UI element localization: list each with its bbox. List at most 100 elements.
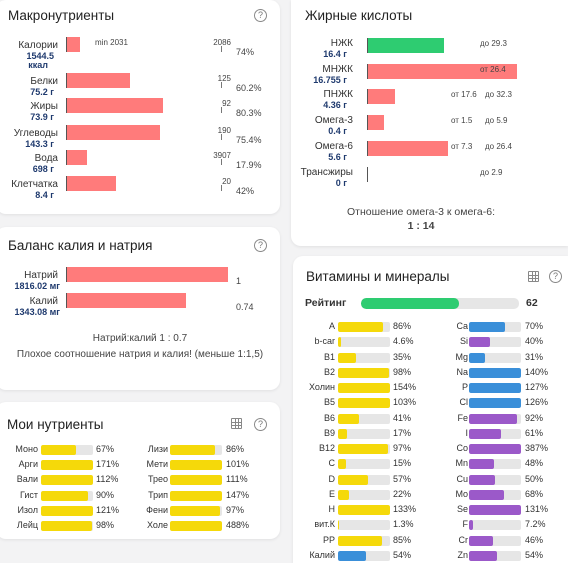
- vitamin-percent: 126%: [525, 397, 549, 407]
- macro-norm-note: 2086: [213, 38, 231, 47]
- macro-norm-note: 3907: [213, 151, 231, 160]
- vitamin-bar-fill: [469, 536, 493, 546]
- nutrient-bar: [170, 445, 222, 455]
- macro-track: [66, 176, 223, 191]
- macro-bar: [67, 176, 116, 191]
- fatty-amount: 0.4 г: [328, 126, 347, 136]
- nutrient-label: Лизи: [147, 444, 168, 454]
- nutrient-bar: [170, 460, 222, 470]
- balance-track: [66, 267, 227, 282]
- help-icon[interactable]: ?: [254, 418, 267, 431]
- nutrient-label: Лейц: [16, 520, 38, 530]
- help-icon[interactable]: ?: [254, 239, 267, 252]
- vitamin-percent: 86%: [393, 321, 412, 331]
- macro-label: Белки: [30, 76, 58, 87]
- nutrient-bar-fill: [170, 460, 222, 470]
- vitamin-label: A: [328, 321, 335, 331]
- vitamin-bar: [338, 551, 390, 561]
- vitamin-bar: [469, 520, 521, 530]
- fatty-label: ПНЖК: [323, 89, 353, 100]
- vitamin-percent: 127%: [525, 382, 549, 392]
- vitamin-bar-fill: [338, 429, 347, 439]
- rating-bar: [361, 298, 519, 309]
- macro-amount: 698 г: [32, 164, 54, 174]
- rating-label: Рейтинг: [305, 297, 347, 309]
- vitamin-percent: 61%: [525, 428, 544, 438]
- fatty-label: НЖК: [330, 38, 353, 49]
- nutrient-label: Моно: [15, 444, 38, 454]
- rating-value: 62: [526, 297, 538, 309]
- nutrient-percent: 101%: [226, 459, 250, 469]
- macro-amount: 75.2 г: [30, 87, 54, 97]
- vitamin-bar: [338, 536, 390, 546]
- macro-tick: [221, 107, 222, 113]
- vitamin-bar: [469, 368, 521, 378]
- fatty-bar: [368, 115, 384, 130]
- balance-amount: 1343.08 мг: [14, 307, 60, 317]
- nutrient-percent: 111%: [226, 474, 248, 484]
- macro-norm-note: 92: [222, 99, 231, 108]
- vitamin-label: Cu: [456, 474, 468, 484]
- nutrient-bar-fill: [41, 491, 88, 501]
- macro-bar: [67, 125, 160, 140]
- balance-value: 0.74: [236, 302, 254, 312]
- macro-amount: 8.4 г: [35, 190, 54, 200]
- vitamin-bar-fill: [469, 337, 490, 347]
- help-icon[interactable]: ?: [549, 270, 562, 283]
- fatty-acids-card: Жирные кислоты НЖК 16.4 г до 29.3 МНЖК 16.75…: [291, 0, 568, 246]
- vitamin-bar-fill: [469, 475, 495, 485]
- my-nutrients-card: Мои нутриенты ? Моно 67% Арги 171% Вали 112% Г…: [0, 402, 280, 539]
- vitamin-bar: [338, 337, 390, 347]
- vitamin-bar-fill: [469, 444, 521, 454]
- nutrient-percent: 98%: [96, 520, 115, 530]
- nutrient-percent: 67%: [96, 444, 115, 454]
- macro-min-note: min 2031: [95, 38, 128, 47]
- vitamin-label: B5: [323, 397, 335, 407]
- vitamin-bar: [338, 520, 390, 530]
- vitamin-label: Холин: [309, 382, 335, 392]
- macro-percent: 60.2%: [236, 83, 262, 93]
- macro-track: [66, 73, 223, 88]
- vitamin-label: Mn: [455, 458, 468, 468]
- vitamin-bar-fill: [338, 414, 360, 424]
- fatty-range-to: до 5.9: [485, 116, 508, 125]
- vitamin-percent: 154%: [393, 382, 417, 392]
- balance-amount: 1816.02 мг: [14, 281, 60, 291]
- vitamin-bar: [469, 337, 521, 347]
- vitamin-label: Si: [459, 336, 468, 346]
- macro-bar: [67, 150, 87, 165]
- vitamins-minerals-card: Витамины и минералы ? Рейтинг 62 A 86% b-c…: [293, 256, 568, 563]
- vitamin-bar-fill: [338, 337, 341, 347]
- fatty-range: до 29.3: [480, 39, 507, 48]
- fatty-range-to: до 26.4: [485, 142, 512, 151]
- vitamin-percent: 98%: [393, 367, 412, 377]
- nutrient-label: Вали: [16, 474, 38, 484]
- vitamin-label: B2: [323, 367, 335, 377]
- vitamin-bar-fill: [469, 414, 517, 424]
- fatty-range: от 26.4: [480, 65, 506, 74]
- vitamin-label: Калий: [309, 550, 335, 560]
- sodium-potassium-ratio: Натрий:калий 1 : 0.7: [92, 333, 188, 344]
- vitamin-bar: [338, 459, 390, 469]
- vitamin-label: вит.К: [314, 519, 335, 529]
- macro-label: Калории: [18, 40, 58, 51]
- vitamin-bar-fill: [469, 353, 486, 363]
- table-icon[interactable]: [528, 271, 539, 282]
- table-icon[interactable]: [231, 418, 242, 429]
- help-icon[interactable]: ?: [254, 9, 267, 22]
- vitamin-bar-fill: [469, 368, 521, 378]
- vitamin-percent: 97%: [393, 443, 412, 453]
- rating-fill: [361, 298, 459, 309]
- vitamin-label: B9: [323, 428, 335, 438]
- vitamin-percent: 92%: [525, 413, 544, 423]
- vitamin-bar: [338, 505, 390, 515]
- vitamin-bar-fill: [338, 398, 390, 408]
- fatty-amount: 16.4 г: [323, 49, 347, 59]
- vitamin-bar: [338, 353, 390, 363]
- vitamin-label: Fe: [457, 413, 468, 423]
- vitamin-label: b-car: [314, 336, 335, 346]
- macro-percent: 75.4%: [236, 135, 262, 145]
- fatty-label: Омега-6: [314, 141, 353, 152]
- vitamin-bar: [469, 353, 521, 363]
- nutrient-label: Мети: [146, 459, 168, 469]
